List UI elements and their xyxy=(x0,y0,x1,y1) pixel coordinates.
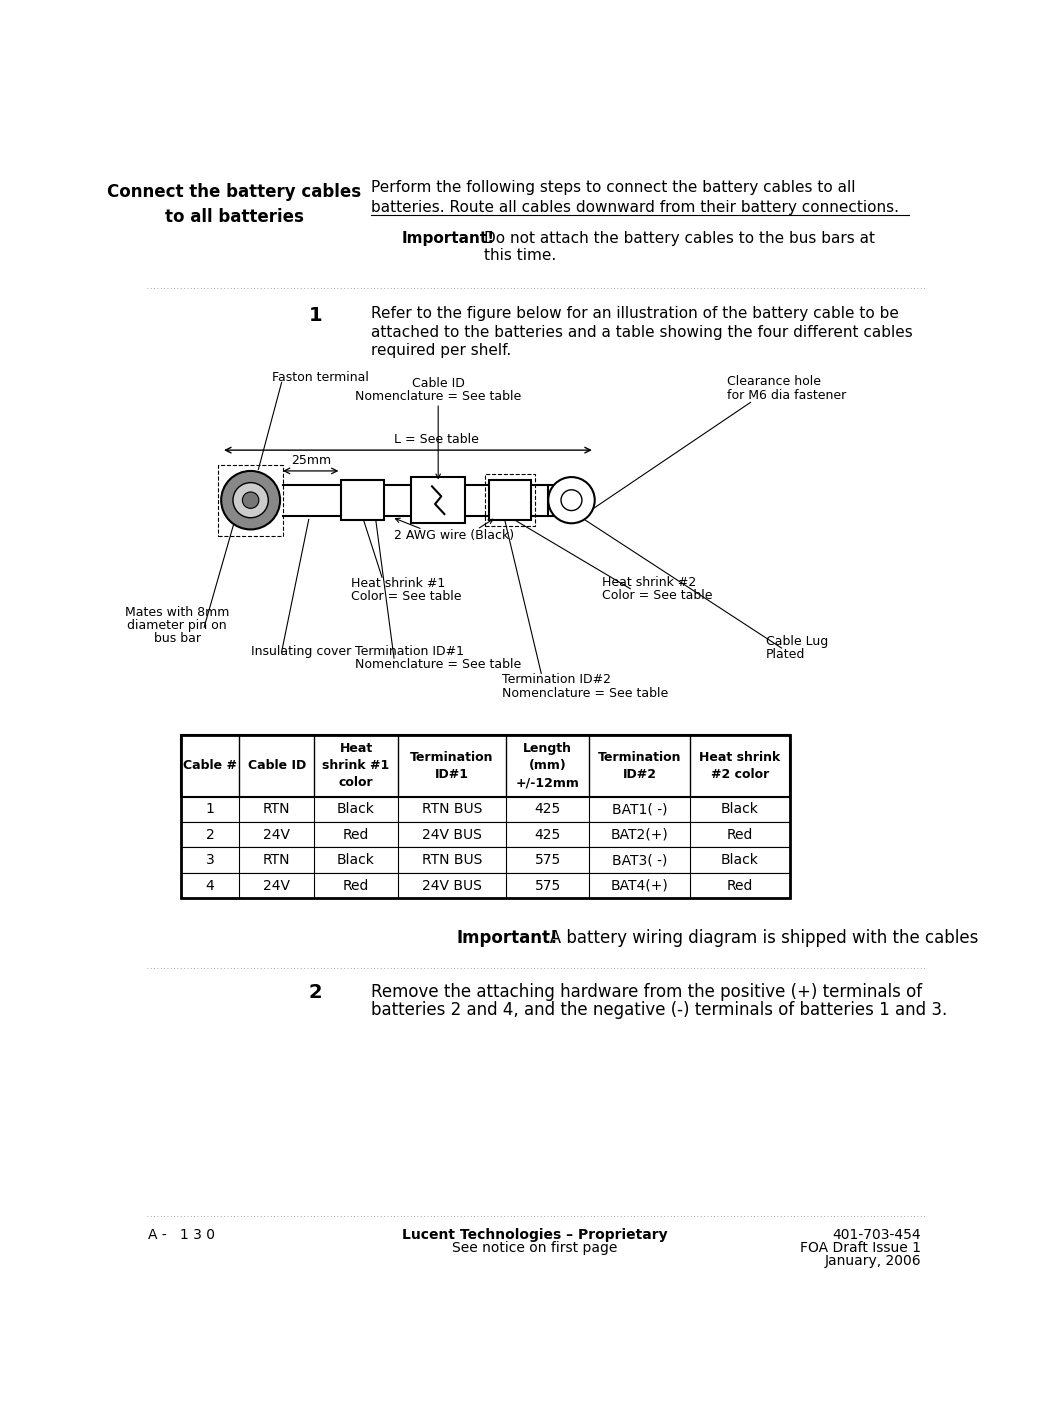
Text: RTN BUS: RTN BUS xyxy=(422,802,482,816)
Text: 1: 1 xyxy=(309,306,323,325)
Text: Remove the attaching hardware from the positive (+) terminals of: Remove the attaching hardware from the p… xyxy=(371,983,922,1000)
Text: Lucent Technologies – Proprietary: Lucent Technologies – Proprietary xyxy=(402,1227,668,1241)
Text: Red: Red xyxy=(727,879,753,892)
Text: required per shelf.: required per shelf. xyxy=(371,344,511,358)
Text: batteries 2 and 4, and the negative (-) terminals of batteries 1 and 3.: batteries 2 and 4, and the negative (-) … xyxy=(371,1002,947,1020)
Text: Length
(mm)
+/-12mm: Length (mm) +/-12mm xyxy=(516,743,579,789)
Text: BAT2(+): BAT2(+) xyxy=(611,827,668,841)
Text: 24V BUS: 24V BUS xyxy=(422,827,482,841)
Text: BAT4(+): BAT4(+) xyxy=(611,879,668,892)
Ellipse shape xyxy=(242,492,259,509)
Bar xyxy=(181,847,790,872)
Text: Black: Black xyxy=(721,802,759,816)
Text: 2: 2 xyxy=(206,827,214,841)
Text: batteries. Route all cables downward from their battery connections.: batteries. Route all cables downward fro… xyxy=(371,200,899,216)
Text: 24V BUS: 24V BUS xyxy=(422,879,482,892)
Text: RTN: RTN xyxy=(263,854,290,867)
Bar xyxy=(181,796,790,821)
Text: RTN: RTN xyxy=(263,802,290,816)
Text: Faston terminal: Faston terminal xyxy=(271,371,369,383)
Text: A battery wiring diagram is shipped with the cables: A battery wiring diagram is shipped with… xyxy=(533,929,978,947)
Ellipse shape xyxy=(221,471,280,530)
Text: FOA Draft Issue 1: FOA Draft Issue 1 xyxy=(800,1241,921,1255)
Text: 2: 2 xyxy=(309,983,323,1002)
Text: Connect the battery cables: Connect the battery cables xyxy=(108,183,361,201)
Text: A -   1 3 0: A - 1 3 0 xyxy=(147,1227,215,1241)
Ellipse shape xyxy=(233,483,268,517)
Text: Color = See table: Color = See table xyxy=(351,590,461,603)
Text: 575: 575 xyxy=(535,854,561,867)
Text: L = See table: L = See table xyxy=(394,433,479,445)
Text: 24V: 24V xyxy=(263,827,290,841)
Text: 401-703-454: 401-703-454 xyxy=(832,1227,921,1241)
Text: RTN BUS: RTN BUS xyxy=(422,854,482,867)
Bar xyxy=(484,473,535,527)
Text: See notice on first page: See notice on first page xyxy=(452,1241,618,1255)
Text: diameter pin on: diameter pin on xyxy=(127,619,227,631)
Text: Red: Red xyxy=(342,879,370,892)
Ellipse shape xyxy=(561,490,582,510)
Text: Heat shrink
#2 color: Heat shrink #2 color xyxy=(699,751,781,781)
Bar xyxy=(218,465,283,535)
Text: Termination
ID#2: Termination ID#2 xyxy=(598,751,682,781)
Text: Perform the following steps to connect the battery cables to all: Perform the following steps to connect t… xyxy=(371,180,855,194)
Text: Mates with 8mm: Mates with 8mm xyxy=(125,606,230,619)
Text: Insulating cover: Insulating cover xyxy=(251,645,351,658)
Text: Cable ID: Cable ID xyxy=(247,759,306,772)
Text: January, 2006: January, 2006 xyxy=(825,1254,921,1268)
Text: 25mm: 25mm xyxy=(290,454,331,466)
Text: Black: Black xyxy=(337,854,375,867)
Text: Termination
ID#1: Termination ID#1 xyxy=(410,751,494,781)
Bar xyxy=(181,821,790,847)
Text: Important!: Important! xyxy=(402,231,495,245)
Text: to all batteries: to all batteries xyxy=(165,207,304,225)
Text: Cable #: Cable # xyxy=(183,759,237,772)
Text: 575: 575 xyxy=(535,879,561,892)
Bar xyxy=(548,485,565,516)
Text: for M6 dia fastener: for M6 dia fastener xyxy=(728,389,847,402)
Bar xyxy=(181,735,790,899)
Text: 3: 3 xyxy=(206,854,214,867)
Text: 425: 425 xyxy=(535,827,561,841)
Bar xyxy=(341,480,384,520)
Text: Heat shrink #1: Heat shrink #1 xyxy=(351,578,445,590)
Bar xyxy=(411,478,466,523)
Text: Black: Black xyxy=(721,854,759,867)
Text: bus bar: bus bar xyxy=(153,631,200,645)
Text: 1: 1 xyxy=(206,802,214,816)
Bar xyxy=(181,872,790,899)
Text: Do not attach the battery cables to the bus bars at: Do not attach the battery cables to the … xyxy=(484,231,875,245)
Text: Nomenclature = See table: Nomenclature = See table xyxy=(502,686,669,699)
Text: BAT1( -): BAT1( -) xyxy=(612,802,667,816)
Text: 425: 425 xyxy=(535,802,561,816)
Text: Cable ID: Cable ID xyxy=(411,378,465,390)
Text: 24V: 24V xyxy=(263,879,290,892)
Text: Color = See table: Color = See table xyxy=(601,589,712,602)
Text: 2 AWG wire (Black): 2 AWG wire (Black) xyxy=(394,530,514,542)
Text: Clearance hole: Clearance hole xyxy=(728,375,822,389)
Text: Refer to the figure below for an illustration of the battery cable to be: Refer to the figure below for an illustr… xyxy=(371,306,899,321)
Text: BAT3( -): BAT3( -) xyxy=(612,854,667,867)
Text: Black: Black xyxy=(337,802,375,816)
Bar xyxy=(181,735,790,796)
Text: Heat
shrink #1
color: Heat shrink #1 color xyxy=(323,743,389,789)
Text: Heat shrink #2: Heat shrink #2 xyxy=(601,576,696,589)
Text: Red: Red xyxy=(727,827,753,841)
Text: 4: 4 xyxy=(206,879,214,892)
Text: attached to the batteries and a table showing the four different cables: attached to the batteries and a table sh… xyxy=(371,324,912,340)
Text: Important!: Important! xyxy=(456,929,557,947)
Text: Nomenclature = See table: Nomenclature = See table xyxy=(355,390,521,403)
Text: Cable Lug: Cable Lug xyxy=(766,635,828,648)
Text: Red: Red xyxy=(342,827,370,841)
Text: Nomenclature = See table: Nomenclature = See table xyxy=(355,658,522,671)
Text: Termination ID#2: Termination ID#2 xyxy=(502,674,612,686)
Ellipse shape xyxy=(548,478,595,523)
Text: Termination ID#1: Termination ID#1 xyxy=(355,645,465,658)
Bar xyxy=(489,480,531,520)
Text: Plated: Plated xyxy=(766,648,805,661)
Text: this time.: this time. xyxy=(484,248,556,263)
